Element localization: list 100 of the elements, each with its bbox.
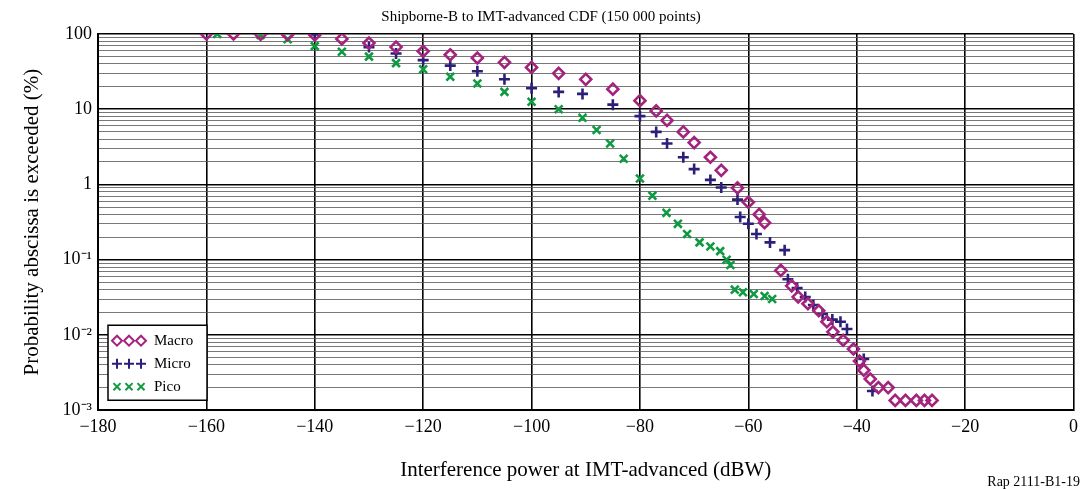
point <box>898 393 913 408</box>
point <box>499 86 510 98</box>
point <box>660 113 674 128</box>
point <box>363 51 375 62</box>
point <box>687 135 701 150</box>
point <box>714 163 729 178</box>
point <box>390 57 402 69</box>
point <box>445 71 456 82</box>
y-tick-label: 100 <box>65 22 92 43</box>
point <box>551 85 566 99</box>
point <box>705 241 716 252</box>
point <box>714 180 729 195</box>
legend-label: Micro <box>154 354 191 371</box>
point <box>737 287 749 298</box>
point <box>604 138 616 149</box>
x-tick-label: −80 <box>625 415 655 436</box>
point <box>763 235 777 250</box>
point <box>766 293 778 305</box>
point <box>443 47 458 62</box>
point <box>820 314 834 329</box>
point <box>335 34 349 46</box>
point <box>888 393 902 408</box>
point <box>661 207 672 219</box>
point <box>497 72 512 87</box>
point <box>362 36 376 50</box>
x-axis-title: Interference power at IMT-advanced (dBW) <box>400 456 772 481</box>
chart-title: Shipborne-B to IMT-advanced CDF (150 000 points) <box>381 7 701 25</box>
point <box>676 150 691 165</box>
point <box>784 279 799 293</box>
point <box>752 207 766 222</box>
point <box>917 393 932 408</box>
point <box>759 290 770 302</box>
x-tick-label: −120 <box>404 415 442 436</box>
point <box>660 136 674 151</box>
point <box>757 215 772 230</box>
point <box>703 150 718 165</box>
x-tick-label: 0 <box>1069 415 1078 436</box>
point <box>649 125 663 139</box>
point <box>852 354 867 368</box>
legend-label: Macro <box>154 331 194 348</box>
y-tick-label: 10⁻¹ <box>62 248 92 269</box>
x-tick-label: −140 <box>296 415 334 436</box>
point <box>417 64 429 75</box>
point <box>811 303 826 318</box>
point <box>472 78 483 89</box>
point <box>791 290 805 304</box>
x-tick-label: −60 <box>734 415 763 436</box>
point <box>729 284 740 295</box>
point <box>871 380 886 395</box>
point <box>925 393 939 408</box>
y-tick-label: 10⁻² <box>62 323 92 344</box>
point <box>687 162 701 176</box>
point <box>470 51 485 65</box>
point <box>881 380 895 395</box>
point <box>730 181 745 195</box>
x-tick-label: −160 <box>187 415 225 436</box>
point <box>524 60 539 75</box>
x-tick-label: −100 <box>512 415 551 436</box>
point <box>672 218 684 230</box>
point <box>633 109 647 123</box>
point <box>389 40 403 54</box>
point <box>801 296 815 311</box>
point <box>606 97 620 112</box>
point <box>578 72 593 87</box>
point <box>909 393 924 408</box>
point <box>774 263 788 278</box>
point <box>863 372 878 386</box>
point <box>730 192 745 207</box>
point <box>826 325 840 339</box>
point <box>633 93 647 108</box>
point <box>551 66 566 81</box>
legend-label: Pico <box>154 377 181 394</box>
x-tick-label: −20 <box>951 415 980 436</box>
point <box>470 64 485 79</box>
point <box>524 81 539 96</box>
y-axis-title: Probability abscissa is exceeded (%) <box>19 68 44 376</box>
point <box>681 228 693 240</box>
point <box>714 245 726 257</box>
point <box>836 333 850 348</box>
point <box>526 96 537 107</box>
point <box>777 243 792 257</box>
point <box>749 227 764 241</box>
point <box>703 173 718 187</box>
point <box>649 104 663 118</box>
point <box>577 112 588 123</box>
point <box>309 40 320 52</box>
point <box>497 55 512 70</box>
y-tick-label: 1 <box>83 173 92 194</box>
point <box>647 190 658 201</box>
point <box>618 153 629 164</box>
point <box>575 87 590 101</box>
point <box>676 125 691 139</box>
point <box>846 342 861 356</box>
y-tick-label: 10 <box>74 97 92 118</box>
point <box>748 288 759 300</box>
text: Rap 2111-B1-19 <box>987 473 1080 489</box>
point <box>416 44 430 59</box>
point <box>694 237 705 248</box>
point <box>856 363 871 378</box>
x-tick-label: −40 <box>842 415 871 436</box>
